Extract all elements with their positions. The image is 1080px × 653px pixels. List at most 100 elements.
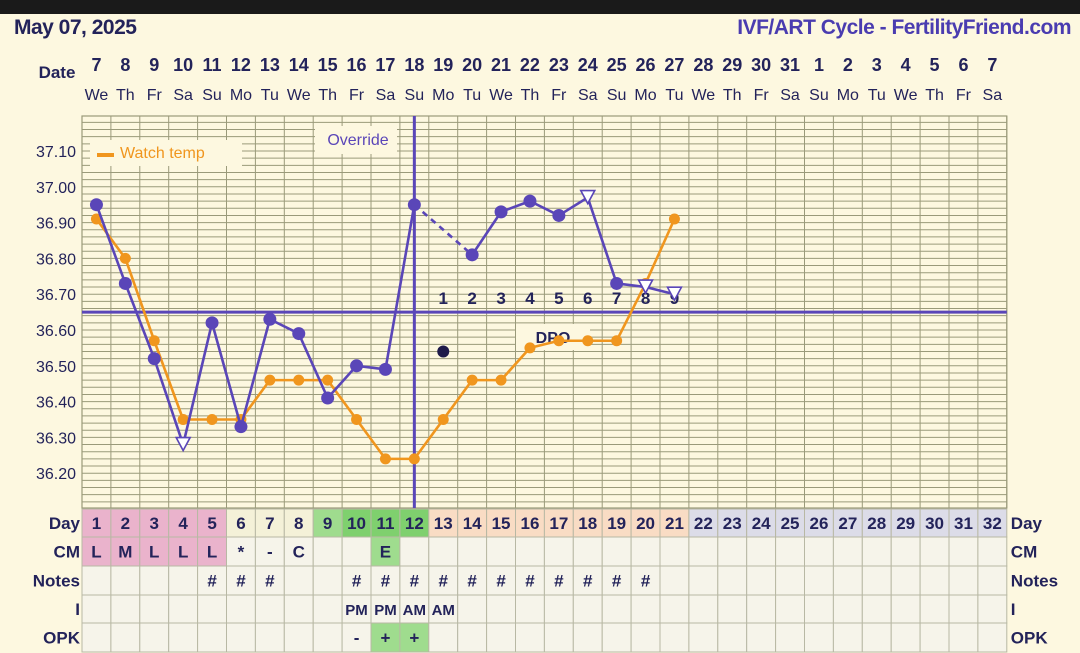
cell-value: 8 [294,514,303,533]
weekday-label: Mo [837,87,859,104]
watch-point [408,453,420,465]
date-label: 27 [664,55,684,75]
temp-segment [181,322,214,445]
table-cell [486,508,517,538]
table-cell [861,565,892,596]
cell-value: 26 [809,514,828,533]
weekday-label: Th [318,87,337,104]
table-cell [746,536,777,567]
cell-value: 31 [954,514,973,533]
table-cell [110,622,141,653]
table-cell [659,565,690,596]
weekday-label: Sa [578,87,598,104]
row-intercourse [81,594,1008,624]
watch-segment [326,379,358,421]
table-cell [81,594,112,624]
date-label: 17 [375,55,395,75]
legend-label: Watch temp [120,145,205,162]
cell-value: 29 [896,514,915,533]
weekday-label: Su [607,87,627,104]
table-cell [861,622,892,653]
table-cell [977,622,1008,653]
date-label: 8 [120,55,130,75]
table-cell [283,594,314,624]
table-cell [630,565,661,596]
table-cell [890,536,921,567]
cell-value: # [265,572,275,591]
table-cell [601,536,632,567]
table-cell [890,565,921,596]
temp-point-open [579,189,597,206]
table-cell [168,622,199,653]
table-cell [977,508,1008,538]
cell-value: 12 [405,514,424,533]
override-box [315,126,397,154]
watch-point [379,453,391,465]
cell-value: # [612,572,622,591]
table-cell [948,565,979,596]
table-cell [283,622,314,653]
watch-point [264,374,276,386]
temp-point [465,248,479,262]
weekday-label: Tu [868,87,886,104]
table-cell [341,622,372,653]
table-cell [110,594,141,624]
row-opk [81,622,1008,653]
table-cell [81,536,112,567]
cell-value: 9 [323,514,332,533]
weekday-label: Su [405,87,425,104]
dpo-number: 6 [583,289,592,308]
watch-segment [124,257,156,342]
cell-value: C [293,543,305,562]
watch-segment [355,418,387,460]
table-cell [543,565,574,596]
temp-segment [95,204,127,284]
table-cell [746,622,777,653]
table-cell [428,536,459,567]
table-cell [457,622,488,653]
y-tick-label: 36.50 [36,359,76,376]
table-cell [168,594,199,624]
weekday-label: Mo [432,87,454,104]
table-cell [717,565,748,596]
table-cell [139,565,170,596]
cell-value: # [525,572,535,591]
watch-point [351,414,363,425]
date-label: 3 [872,55,882,75]
table-cell [861,536,892,567]
cell-value: 21 [665,514,684,533]
date-label: 28 [693,55,713,75]
date-label: 11 [203,55,222,75]
watch-segment [95,218,127,260]
temp-segment [384,204,416,370]
date-row-label: Date [39,63,76,82]
cell-value: 11 [376,514,394,533]
table-cell [775,622,805,653]
watch-point [553,335,565,347]
table-cell [283,565,314,596]
table-cell [457,508,488,538]
table-cell [890,594,921,624]
row-label-right: CM [1011,543,1037,562]
cell-value: 25 [781,514,800,533]
override-label: Override [327,132,388,149]
weekday-label: We [691,87,715,104]
table-cell [139,622,170,653]
table-cell [804,536,834,567]
date-label: 31 [780,55,800,75]
weekday-label: Fr [147,87,163,104]
date-label: 25 [607,55,627,75]
table-cell [254,508,285,538]
row-notes [81,565,1008,596]
y-tick-label: 36.90 [36,216,76,233]
weekday-label: Su [809,87,829,104]
table-cell [948,594,979,624]
table-cell [832,565,863,596]
date-label: 2 [843,55,853,75]
table-cell [457,594,488,624]
table-cell [254,565,285,596]
cell-value: 19 [607,514,626,533]
watch-point [582,335,594,347]
watch-point [206,414,218,425]
